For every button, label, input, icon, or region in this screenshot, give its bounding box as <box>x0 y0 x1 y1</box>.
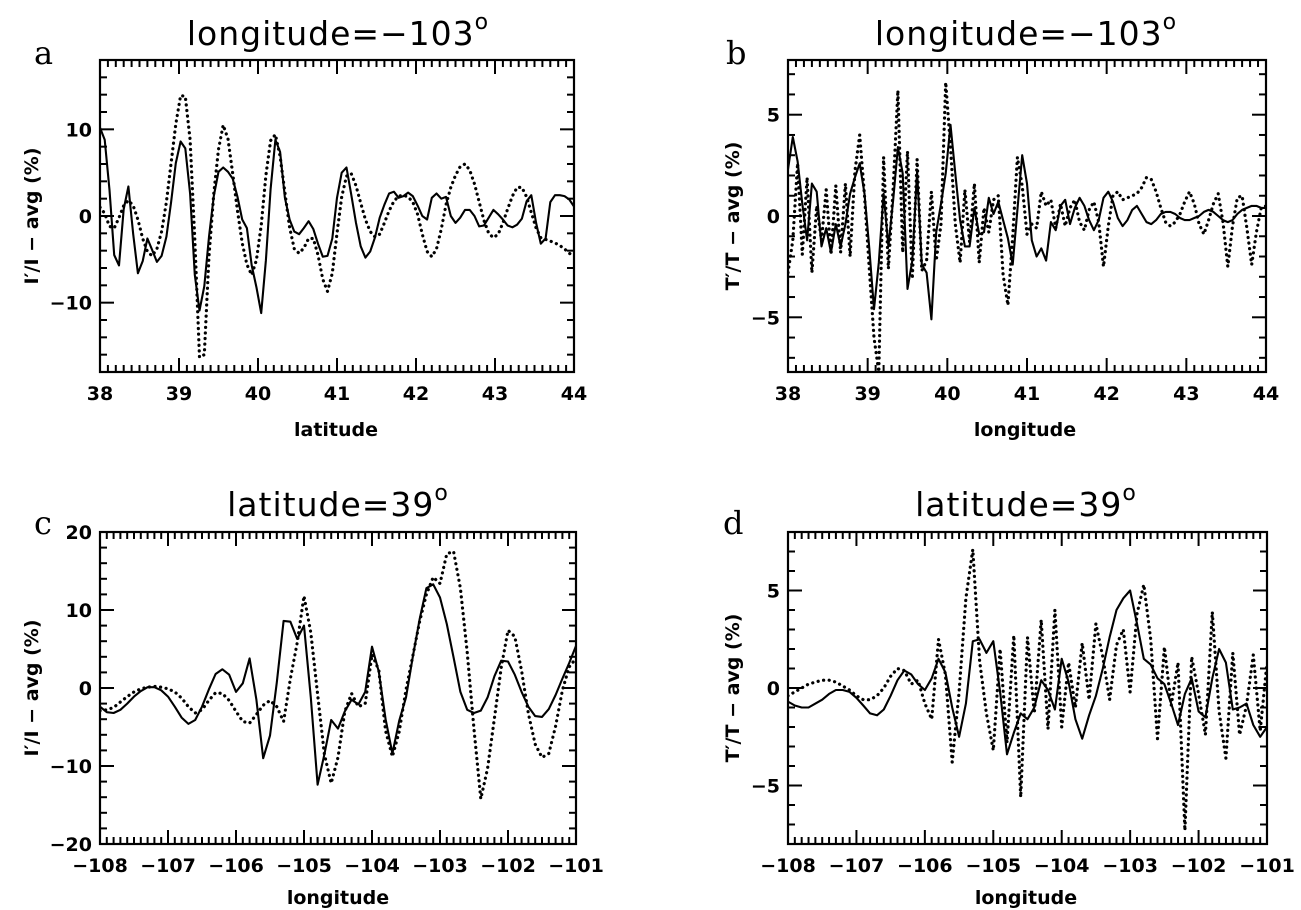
panel-a-xtick-label: 44 <box>561 383 587 405</box>
panel-d-xtick-label: −105 <box>965 855 1021 877</box>
panel-c-title-text: latitude=39 <box>227 485 434 524</box>
panel-b-xtick-label: 43 <box>1173 383 1199 405</box>
panel-label-d: d <box>723 504 743 542</box>
panel-c-ytick-label: 10 <box>66 600 92 622</box>
panel-c-xlabel: longitude <box>287 887 389 909</box>
panel-a-title: longitude=−103o <box>187 10 489 53</box>
panel-c-ytick-label: 0 <box>79 678 92 700</box>
panel-d-xtick-label: −101 <box>1239 855 1295 877</box>
panel-b-dotted-line <box>788 80 1266 372</box>
panel-d-frame <box>786 530 1269 846</box>
panel-a-ytick-label: −10 <box>50 293 92 315</box>
panel-d-title-degree: o <box>1122 481 1136 506</box>
panel-c-dotted-line <box>100 549 576 801</box>
panel-a-solid-line <box>100 127 574 315</box>
panel-c-xtick-label: −105 <box>276 855 332 877</box>
panel-b-ytick-label: −5 <box>751 307 780 329</box>
panel-a-title-degree: o <box>475 10 489 35</box>
panel-c-frame <box>98 530 578 846</box>
panel-b-ylabel: T′/T − avg (%) <box>722 142 744 291</box>
panel-a-dotted-line <box>100 93 574 359</box>
panel-d-series-group <box>788 547 1267 833</box>
panel-b-xtick-label: 42 <box>1093 383 1119 405</box>
panel-b-xtick-label: 41 <box>1014 383 1040 405</box>
panel-d-title-text: latitude=39 <box>915 485 1122 524</box>
panel-c-xtick-label: −101 <box>548 855 604 877</box>
panel-c-xtick-label: −103 <box>412 855 468 877</box>
panel-c-ytick-label: 20 <box>66 522 92 544</box>
panel-d: d latitude=39o longitude T′/T − avg (%) … <box>722 481 1295 909</box>
panel-b-xtick-label: 38 <box>775 383 801 405</box>
panel-d-dotted-line <box>788 547 1267 833</box>
panel-c-xtick-label: −107 <box>140 855 196 877</box>
panel-b-title: longitude=−103o <box>875 10 1177 53</box>
panel-d-xlabel: longitude <box>975 887 1077 909</box>
panel-a-plot-area: 38 39 40 41 42 43 44 −10 0 10 <box>50 58 587 405</box>
panel-label-c: c <box>34 504 52 542</box>
panel-c-ytick-label: −20 <box>50 834 92 856</box>
panel-c-title: latitude=39o <box>227 481 449 524</box>
panel-b-plot-area: 38 39 40 41 42 43 44 −5 0 5 <box>751 58 1279 405</box>
panel-b-xtick-label: 40 <box>934 383 960 405</box>
panel-d-ytick-label: 5 <box>767 581 780 603</box>
panel-c-plot-area: −108 −107 −106 −105 −104 −103 −102 −101 −20 −10 0 1… <box>50 522 604 877</box>
panel-d-title: latitude=39o <box>915 481 1137 524</box>
panel-b-xtick-label: 44 <box>1253 383 1279 405</box>
panel-a: a longitude=−103o latitude I′/I − avg (%… <box>21 10 587 441</box>
panel-b-xtick-label: 39 <box>854 383 880 405</box>
panel-c-ylabel: I′/I − avg (%) <box>21 619 43 756</box>
panel-b-ytick-label: 5 <box>767 105 780 127</box>
panel-d-xtick-label: −103 <box>1102 855 1158 877</box>
panel-b-title-text: longitude=−103 <box>875 14 1163 53</box>
panel-a-title-text: longitude=−103 <box>187 14 475 53</box>
panel-d-xtick-label: −104 <box>1034 855 1090 877</box>
panel-a-series-group <box>100 93 574 359</box>
panel-c-series-group <box>100 549 576 801</box>
panel-d-plot-area: −108 −107 −106 −105 −104 −103 −102 −101 −5 0 5 <box>751 530 1295 877</box>
panel-d-ytick-label: 0 <box>767 678 780 700</box>
panel-a-ytick-label: 0 <box>79 206 92 228</box>
panel-c-solid-line <box>100 583 576 786</box>
panel-a-xtick-label: 41 <box>324 383 350 405</box>
panel-d-ylabel: T′/T − avg (%) <box>722 614 744 763</box>
panel-b-xlabel: longitude <box>974 419 1076 441</box>
panel-c-xtick-label: −102 <box>480 855 536 877</box>
panel-b-ytick-label: 0 <box>767 206 780 228</box>
panel-a-xtick-label: 43 <box>482 383 508 405</box>
panel-a-xtick-label: 38 <box>87 383 113 405</box>
panel-a-xtick-label: 42 <box>403 383 429 405</box>
panel-b-frame <box>786 58 1268 374</box>
panel-a-frame <box>98 58 576 374</box>
panel-c-xtick-label: −104 <box>344 855 400 877</box>
panel-a-xlabel: latitude <box>294 419 378 441</box>
panel-c: c latitude=39o longitude I′/I − avg (%) … <box>21 481 604 909</box>
panel-label-b: b <box>726 34 746 72</box>
panel-c-ytick-label: −10 <box>50 756 92 778</box>
panel-d-xtick-label: −107 <box>829 855 885 877</box>
panel-d-xtick-label: −102 <box>1171 855 1227 877</box>
panel-d-solid-line <box>788 589 1267 756</box>
panel-b-title-degree: o <box>1163 10 1177 35</box>
panel-d-xtick-label: −108 <box>760 855 816 877</box>
panel-c-title-degree: o <box>434 481 448 506</box>
panel-d-xtick-label: −106 <box>897 855 953 877</box>
panel-c-xtick-label: −108 <box>72 855 128 877</box>
panel-c-xtick-label: −106 <box>208 855 264 877</box>
panel-d-ytick-label: −5 <box>751 776 780 798</box>
panel-a-ytick-label: 10 <box>66 119 92 141</box>
panel-a-ylabel: I′/I − avg (%) <box>21 147 43 284</box>
panel-a-xtick-label: 40 <box>245 383 271 405</box>
panel-b: b longitude=−103o longitude T′/T − avg (… <box>722 10 1279 441</box>
panel-b-series-group <box>788 80 1266 372</box>
panel-a-xtick-label: 39 <box>166 383 192 405</box>
panel-label-a: a <box>34 34 53 72</box>
